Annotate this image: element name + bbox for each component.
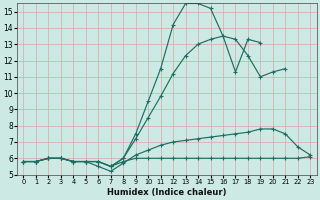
- X-axis label: Humidex (Indice chaleur): Humidex (Indice chaleur): [107, 188, 227, 197]
